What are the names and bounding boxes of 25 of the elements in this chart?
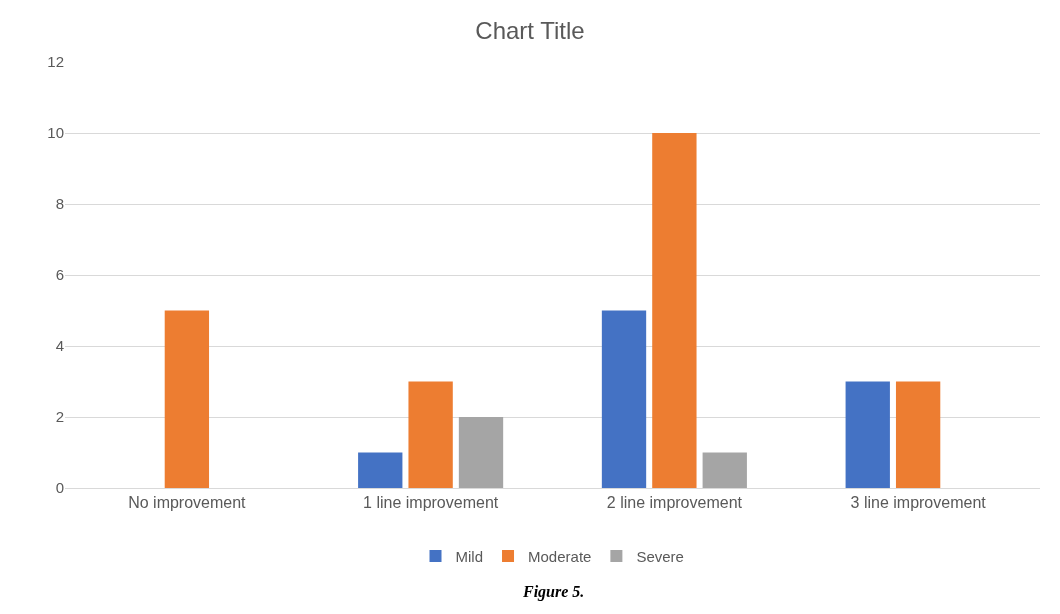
bar bbox=[702, 452, 747, 488]
bar bbox=[164, 310, 210, 488]
legend-label: Mild bbox=[455, 547, 484, 565]
bar bbox=[408, 381, 453, 488]
y-tick-label: 8 bbox=[55, 195, 64, 213]
x-tick-label: 1 line improvement bbox=[363, 494, 499, 512]
bar bbox=[895, 381, 941, 488]
bar bbox=[652, 133, 697, 488]
caption: Figure 5. bbox=[522, 583, 585, 601]
x-tick-label: 3 line improvement bbox=[850, 494, 987, 512]
y-tick-label: 10 bbox=[47, 124, 64, 142]
x-tick-label: No improvement bbox=[128, 494, 247, 512]
bar bbox=[601, 310, 647, 488]
x-tick-label: 2 line improvement bbox=[606, 494, 743, 512]
y-tick-label: 0 bbox=[55, 479, 64, 497]
bar bbox=[845, 381, 890, 488]
y-tick-label: 12 bbox=[47, 53, 64, 71]
y-tick-label: 2 bbox=[55, 408, 64, 426]
legend-label: Moderate bbox=[528, 547, 592, 565]
y-tick-label: 6 bbox=[55, 266, 64, 284]
y-tick-label: 4 bbox=[55, 337, 64, 355]
bar bbox=[358, 452, 403, 488]
legend-label: Severe bbox=[636, 547, 684, 565]
chart-title: Chart Title bbox=[475, 17, 585, 45]
bar bbox=[458, 417, 504, 488]
